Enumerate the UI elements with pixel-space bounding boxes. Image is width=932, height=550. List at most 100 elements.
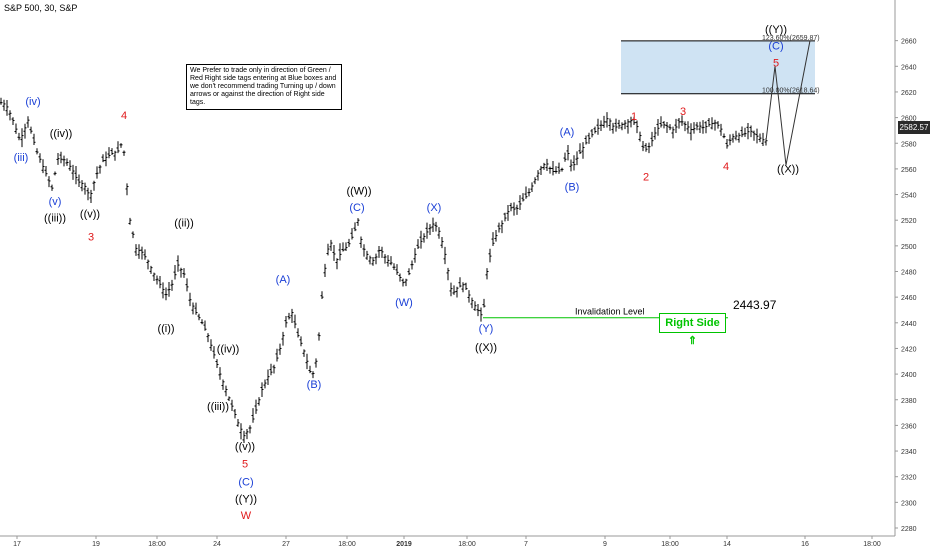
ohlc-bar bbox=[617, 119, 621, 129]
ohlc-bar bbox=[563, 152, 567, 162]
ohlc-bar bbox=[281, 331, 285, 346]
wave-label: 4 bbox=[121, 110, 127, 122]
up-arrow-icon: ⇑ bbox=[687, 335, 698, 347]
ohlc-bar bbox=[578, 143, 582, 154]
ohlc-bar bbox=[233, 408, 237, 419]
y-tick-label: 2520 bbox=[901, 218, 917, 225]
ohlc-bar bbox=[65, 158, 69, 166]
ohlc-bar bbox=[647, 142, 651, 154]
ohlc-bar bbox=[131, 231, 135, 239]
ohlc-bar bbox=[683, 121, 687, 132]
ohlc-bar bbox=[686, 121, 690, 134]
x-tick-label: 9 bbox=[603, 541, 607, 548]
ohlc-bar bbox=[476, 303, 480, 317]
ohlc-bar bbox=[77, 174, 81, 187]
ohlc-bar bbox=[275, 348, 279, 362]
ohlc-bar bbox=[116, 141, 120, 154]
ohlc-bar bbox=[710, 117, 714, 130]
wave-label: W bbox=[241, 510, 252, 522]
ohlc-bar bbox=[509, 202, 513, 212]
ohlc-bar bbox=[167, 281, 171, 297]
ohlc-bar bbox=[491, 232, 495, 247]
wave-label: ((X)) bbox=[475, 342, 497, 354]
ohlc-bar bbox=[419, 230, 423, 249]
ohlc-bar bbox=[53, 171, 57, 176]
wave-label: ((iv)) bbox=[50, 128, 73, 140]
ohlc-bar bbox=[176, 255, 180, 272]
ohlc-bar bbox=[422, 233, 426, 243]
ohlc-bar bbox=[500, 220, 504, 234]
ohlc-bar bbox=[20, 128, 24, 148]
ohlc-bar bbox=[713, 119, 717, 131]
ohlc-bar bbox=[743, 127, 747, 137]
ohlc-bar bbox=[566, 145, 570, 161]
ohlc-bar bbox=[122, 150, 126, 156]
ohlc-bar bbox=[497, 222, 501, 233]
wave-label: (iv) bbox=[25, 96, 40, 108]
ohlc-bar bbox=[377, 245, 381, 258]
wave-label: (X) bbox=[427, 202, 442, 214]
x-tick-label: 19 bbox=[92, 541, 100, 548]
ohlc-bar bbox=[539, 165, 543, 175]
ohlc-bar bbox=[413, 248, 417, 263]
ohlc-bar bbox=[524, 186, 528, 199]
wave-label: 3 bbox=[88, 232, 94, 244]
ohlc-bar bbox=[596, 118, 600, 135]
ohlc-bar bbox=[203, 320, 207, 331]
ohlc-bar bbox=[224, 385, 228, 397]
ohlc-bar bbox=[314, 358, 318, 368]
ohlc-bar bbox=[95, 166, 99, 179]
ohlc-bar bbox=[752, 130, 756, 141]
ohlc-bar bbox=[38, 153, 42, 163]
ohlc-bar bbox=[212, 346, 216, 359]
ohlc-bar bbox=[101, 154, 105, 163]
ohlc-bar bbox=[32, 133, 36, 146]
ohlc-bar bbox=[149, 265, 153, 274]
invalidation-label: Invalidation Level bbox=[575, 307, 645, 317]
ohlc-bar bbox=[269, 363, 273, 376]
ohlc-bar bbox=[716, 121, 720, 129]
wave-label: (C) bbox=[768, 41, 783, 53]
ohlc-bar bbox=[356, 218, 360, 226]
chart-title: S&P 500, 30, S&P bbox=[4, 3, 78, 13]
ohlc-bar bbox=[56, 152, 60, 165]
ohlc-bar bbox=[443, 246, 447, 265]
ohlc-bar bbox=[110, 148, 114, 156]
ohlc-bar bbox=[761, 132, 765, 147]
wave-label: ((iii)) bbox=[44, 212, 66, 224]
ohlc-bar bbox=[155, 275, 159, 285]
ohlc-bar bbox=[71, 164, 75, 180]
ohlc-bar bbox=[197, 313, 201, 321]
ohlc-bar bbox=[593, 126, 597, 134]
ohlc-bar bbox=[251, 408, 255, 423]
ohlc-bar bbox=[746, 122, 750, 140]
ohlc-bar bbox=[458, 277, 462, 288]
wave-label: (v) bbox=[49, 196, 62, 208]
ohlc-bar bbox=[317, 332, 321, 341]
ohlc-bar bbox=[50, 184, 54, 191]
ohlc-bar bbox=[389, 256, 393, 266]
ohlc-bar bbox=[368, 255, 372, 265]
ohlc-bar bbox=[41, 159, 45, 174]
ohlc-bar bbox=[287, 312, 291, 320]
y-tick-label: 2420 bbox=[901, 346, 917, 353]
strategy-note: We Prefer to trade only in direction of … bbox=[186, 64, 342, 110]
ohlc-bar bbox=[416, 239, 420, 249]
ohlc-bar bbox=[59, 151, 63, 164]
x-tick-label: 16 bbox=[801, 541, 809, 548]
ohlc-bar bbox=[44, 165, 48, 177]
ohlc-bar bbox=[365, 250, 369, 260]
ohlc-bar bbox=[467, 290, 471, 303]
ohlc-bar bbox=[650, 131, 654, 147]
projection-path bbox=[765, 40, 811, 166]
ohlc-bar bbox=[695, 122, 699, 131]
x-tick-label: 27 bbox=[282, 541, 290, 548]
ohlc-bar bbox=[209, 339, 213, 351]
ohlc-bar bbox=[680, 115, 684, 126]
ohlc-bar bbox=[200, 319, 204, 325]
fib-100-label: 100.00%(2618.64) bbox=[762, 88, 820, 95]
ohlc-bar bbox=[188, 292, 192, 307]
ohlc-bar bbox=[386, 255, 390, 267]
ohlc-bar bbox=[302, 349, 306, 357]
